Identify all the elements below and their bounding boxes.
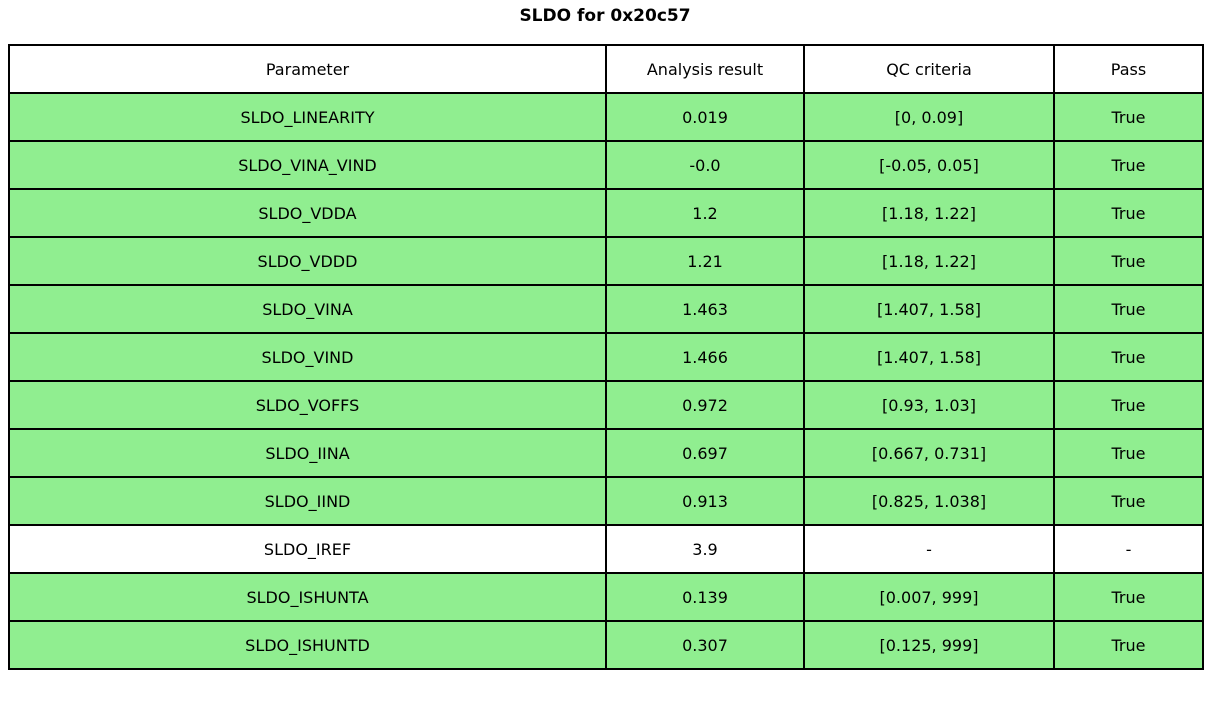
pass-cell: True: [1053, 140, 1204, 190]
parameter-cell: SLDO_VDDD: [8, 236, 607, 286]
qc-criteria-cell: -: [803, 524, 1055, 574]
analysis-result-cell: 0.307: [605, 620, 805, 670]
table-body: SLDO_LINEARITY 0.019 [0, 0.09] True SLDO_VIN…: [8, 92, 1204, 670]
parameter-cell: SLDO_IINA: [8, 428, 607, 478]
analysis-result-cell: 0.697: [605, 428, 805, 478]
column-header-qc-criteria: QC criteria: [803, 44, 1055, 94]
parameter-cell: SLDO_ISHUNTA: [8, 572, 607, 622]
table-row: SLDO_IREF 3.9- -: [8, 524, 1204, 574]
qc-criteria-cell: [-0.05, 0.05]: [803, 140, 1055, 190]
parameter-cell: SLDO_LINEARITY: [8, 92, 607, 142]
analysis-result-cell: 1.2: [605, 188, 805, 238]
parameter-cell: SLDO_VINA_VIND: [8, 140, 607, 190]
table-row: SLDO_VINA_VIND -0.0 [-0.05, 0.05] True: [8, 140, 1204, 190]
parameter-cell: SLDO_VIND: [8, 332, 607, 382]
qc-table: Parameter Analysis result QC criteria Pa…: [8, 44, 1204, 670]
parameter-cell: SLDO_IIND: [8, 476, 607, 526]
pass-cell: True: [1053, 188, 1204, 238]
pass-cell: -: [1053, 524, 1204, 574]
pass-cell: True: [1053, 620, 1204, 670]
pass-cell: True: [1053, 284, 1204, 334]
analysis-result-cell: 0.913: [605, 476, 805, 526]
table-row: SLDO_ISHUNTA 0.139 [0.007, 999] True: [8, 572, 1204, 622]
qc-criteria-cell: [0.825, 1.038]: [803, 476, 1055, 526]
qc-criteria-cell: [0.007, 999]: [803, 572, 1055, 622]
column-header-pass: Pass: [1053, 44, 1204, 94]
table-row: SLDO_ISHUNTD 0.307 [0.125, 999] True: [8, 620, 1204, 670]
analysis-result-cell: 1.463: [605, 284, 805, 334]
analysis-result-cell: 0.972: [605, 380, 805, 430]
table-row: SLDO_VINA 1.463 [1.407, 1.58] True: [8, 284, 1204, 334]
qc-criteria-cell: [0.125, 999]: [803, 620, 1055, 670]
parameter-cell: SLDO_VDDA: [8, 188, 607, 238]
table-row: SLDO_VDDD 1.21 [1.18, 1.22] True: [8, 236, 1204, 286]
analysis-result-cell: 3.9: [605, 524, 805, 574]
analysis-result-cell: 1.466: [605, 332, 805, 382]
analysis-result-cell: -0.0: [605, 140, 805, 190]
qc-criteria-cell: [0, 0.09]: [803, 92, 1055, 142]
column-header-parameter: Parameter: [8, 44, 607, 94]
parameter-cell: SLDO_VOFFS: [8, 380, 607, 430]
column-header-analysis-result: Analysis result: [605, 44, 805, 94]
qc-criteria-cell: [1.18, 1.22]: [803, 236, 1055, 286]
pass-cell: True: [1053, 476, 1204, 526]
pass-cell: True: [1053, 572, 1204, 622]
table-row: SLDO_VOFFS 0.972 [0.93, 1.03] True: [8, 380, 1204, 430]
parameter-cell: SLDO_ISHUNTD: [8, 620, 607, 670]
qc-criteria-cell: [0.93, 1.03]: [803, 380, 1055, 430]
pass-cell: True: [1053, 236, 1204, 286]
pass-cell: True: [1053, 428, 1204, 478]
analysis-result-cell: 0.019: [605, 92, 805, 142]
table-row: SLDO_IINA 0.697 [0.667, 0.731] True: [8, 428, 1204, 478]
parameter-cell: SLDO_IREF: [8, 524, 607, 574]
analysis-result-cell: 1.21: [605, 236, 805, 286]
qc-criteria-cell: [0.667, 0.731]: [803, 428, 1055, 478]
table-header-row: Parameter Analysis result QC criteria Pa…: [8, 44, 1204, 94]
qc-criteria-cell: [1.407, 1.58]: [803, 332, 1055, 382]
table-row: SLDO_IIND 0.913 [0.825, 1.038] True: [8, 476, 1204, 526]
table-row: SLDO_VIND 1.466 [1.407, 1.58] True: [8, 332, 1204, 382]
pass-cell: True: [1053, 92, 1204, 142]
figure-title: SLDO for 0x20c57: [519, 6, 691, 26]
analysis-result-cell: 0.139: [605, 572, 805, 622]
parameter-cell: SLDO_VINA: [8, 284, 607, 334]
table-row: SLDO_VDDA 1.2 [1.18, 1.22] True: [8, 188, 1204, 238]
table-row: SLDO_LINEARITY 0.019 [0, 0.09] True: [8, 92, 1204, 142]
pass-cell: True: [1053, 380, 1204, 430]
qc-criteria-cell: [1.407, 1.58]: [803, 284, 1055, 334]
qc-criteria-cell: [1.18, 1.22]: [803, 188, 1055, 238]
pass-cell: True: [1053, 332, 1204, 382]
